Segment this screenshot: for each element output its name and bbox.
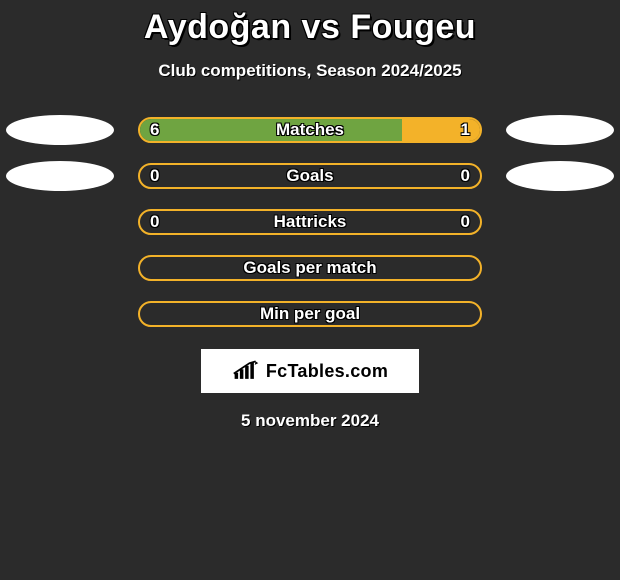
logo-box: FcTables.com bbox=[201, 349, 419, 393]
stat-row: Goals00 bbox=[0, 163, 620, 189]
comparison-title: Aydoğan vs Fougeu bbox=[0, 0, 620, 47]
stat-row: Hattricks00 bbox=[0, 209, 620, 235]
stat-bar-track bbox=[138, 117, 482, 143]
stat-bar-track bbox=[138, 209, 482, 235]
bar-chart-icon bbox=[232, 360, 260, 382]
stat-row: Goals per match bbox=[0, 255, 620, 281]
stats-container: Matches61 Goals00 Hattricks00 Goals per mat… bbox=[0, 117, 620, 327]
comparison-subtitle: Club competitions, Season 2024/2025 bbox=[0, 61, 620, 81]
stat-bar-track bbox=[138, 163, 482, 189]
player-left-marker bbox=[6, 161, 114, 191]
player-left-marker bbox=[6, 115, 114, 145]
stat-bar-right-fill bbox=[402, 119, 480, 141]
player-right-marker bbox=[506, 115, 614, 145]
stat-bar-left-fill bbox=[140, 119, 402, 141]
stat-bar-track bbox=[138, 255, 482, 281]
stat-row: Min per goal bbox=[0, 301, 620, 327]
stat-bar-track bbox=[138, 301, 482, 327]
logo-text: FcTables.com bbox=[266, 361, 388, 382]
player-right-marker bbox=[506, 161, 614, 191]
snapshot-date: 5 november 2024 bbox=[0, 411, 620, 431]
stat-row: Matches61 bbox=[0, 117, 620, 143]
